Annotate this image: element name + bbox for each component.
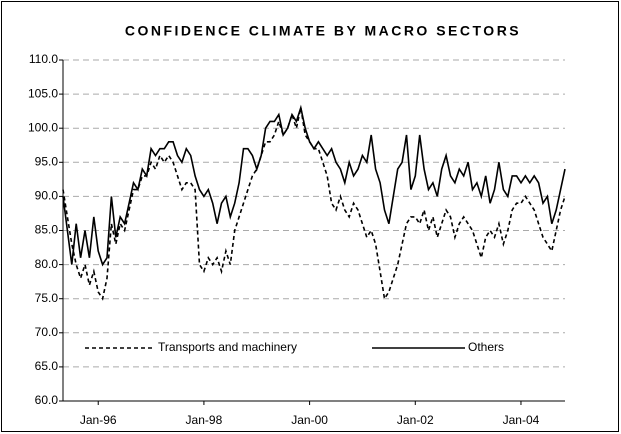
- x-tick-label: Jan-96: [80, 413, 117, 427]
- series-line: [62, 104, 566, 267]
- y-tick-label: 95.0: [35, 154, 59, 168]
- y-tick-label: 85.0: [35, 223, 59, 237]
- y-tick-label: 110.0: [29, 52, 58, 66]
- x-tick-label: Jan-02: [397, 413, 434, 427]
- y-tick-label: 90.0: [35, 189, 59, 203]
- y-tick-label: 70.0: [35, 325, 59, 339]
- x-tick-label: Jan-00: [291, 413, 328, 427]
- y-tick-label: 75.0: [35, 291, 59, 305]
- y-tick-label: 105.0: [28, 86, 58, 100]
- x-tick-label: Jan-04: [503, 413, 540, 427]
- y-tick-label: 65.0: [35, 359, 59, 373]
- chart-title: CONFIDENCE CLIMATE BY MACRO SECTORS: [125, 23, 521, 39]
- legend-label: Transports and machinery: [158, 340, 297, 354]
- x-tick-label: Jan-98: [186, 413, 223, 427]
- y-tick-label: 60.0: [35, 393, 59, 407]
- y-tick-label: 100.0: [28, 120, 58, 134]
- legend-label: Others: [468, 340, 504, 354]
- y-tick-label: 80.0: [35, 257, 59, 271]
